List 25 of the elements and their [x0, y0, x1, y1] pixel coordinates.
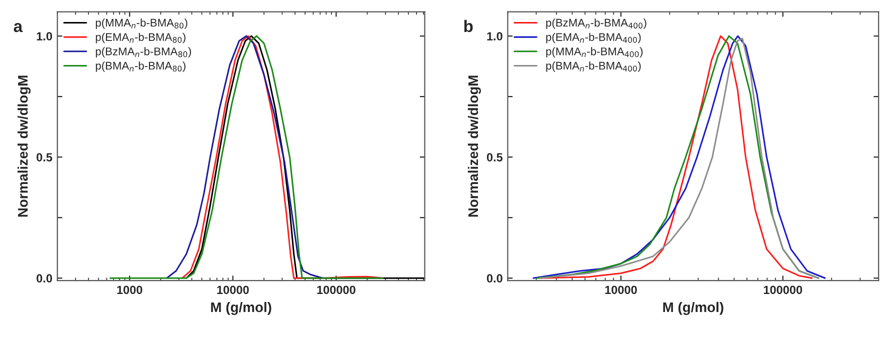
legend-label: p(BMA$_{n}$-b-BMA$_{80}$): [96, 61, 186, 72]
y-tick-label: 1.0: [36, 32, 52, 40]
legend-label: p(MMA$_{n}$-b-BMA$_{80}$): [96, 18, 188, 29]
text: a: [14, 23, 23, 32]
x-tick-label: 10000: [605, 286, 637, 294]
legend-label: p(BzMA$_{n}$-b-BMA$_{400}$): [546, 18, 646, 29]
y-axis-title: Normalized dw/dlogM: [468, 76, 481, 217]
legend-label: p(BzMA$_{n}$-b-BMA$_{80}$): [96, 47, 191, 58]
y-tick-label: 0.5: [486, 153, 503, 162]
y-tick-label: 0.0: [486, 274, 502, 283]
legend-label: p(BMA$_{n}$-b-BMA$_{400}$): [546, 61, 641, 72]
x-tick-label: 100000: [764, 286, 802, 294]
y-tick-label: 0.0: [36, 274, 52, 283]
legend-label: p(EMA$_{n}$-b-BMA$_{80}$): [96, 32, 186, 44]
x-tick-label: 100000: [317, 286, 356, 294]
legend-label: p(MMA$_{n}$-b-BMA$_{400}$): [546, 47, 643, 58]
x-axis-title: M (g/mol): [211, 302, 272, 315]
y-axis-title: Normalized dw/dlogM: [18, 76, 31, 217]
y-tick-label: 1.0: [487, 32, 502, 40]
x-tick-label: 1000: [117, 286, 142, 294]
legend-label: p(EMA$_{n}$-b-BMA$_{400}$): [546, 32, 641, 44]
y-tick-label: 0.5: [36, 153, 52, 162]
x-tick-label: 10000: [217, 286, 249, 294]
text: b: [464, 20, 473, 32]
x-axis-title: M (g/mol): [663, 302, 724, 315]
